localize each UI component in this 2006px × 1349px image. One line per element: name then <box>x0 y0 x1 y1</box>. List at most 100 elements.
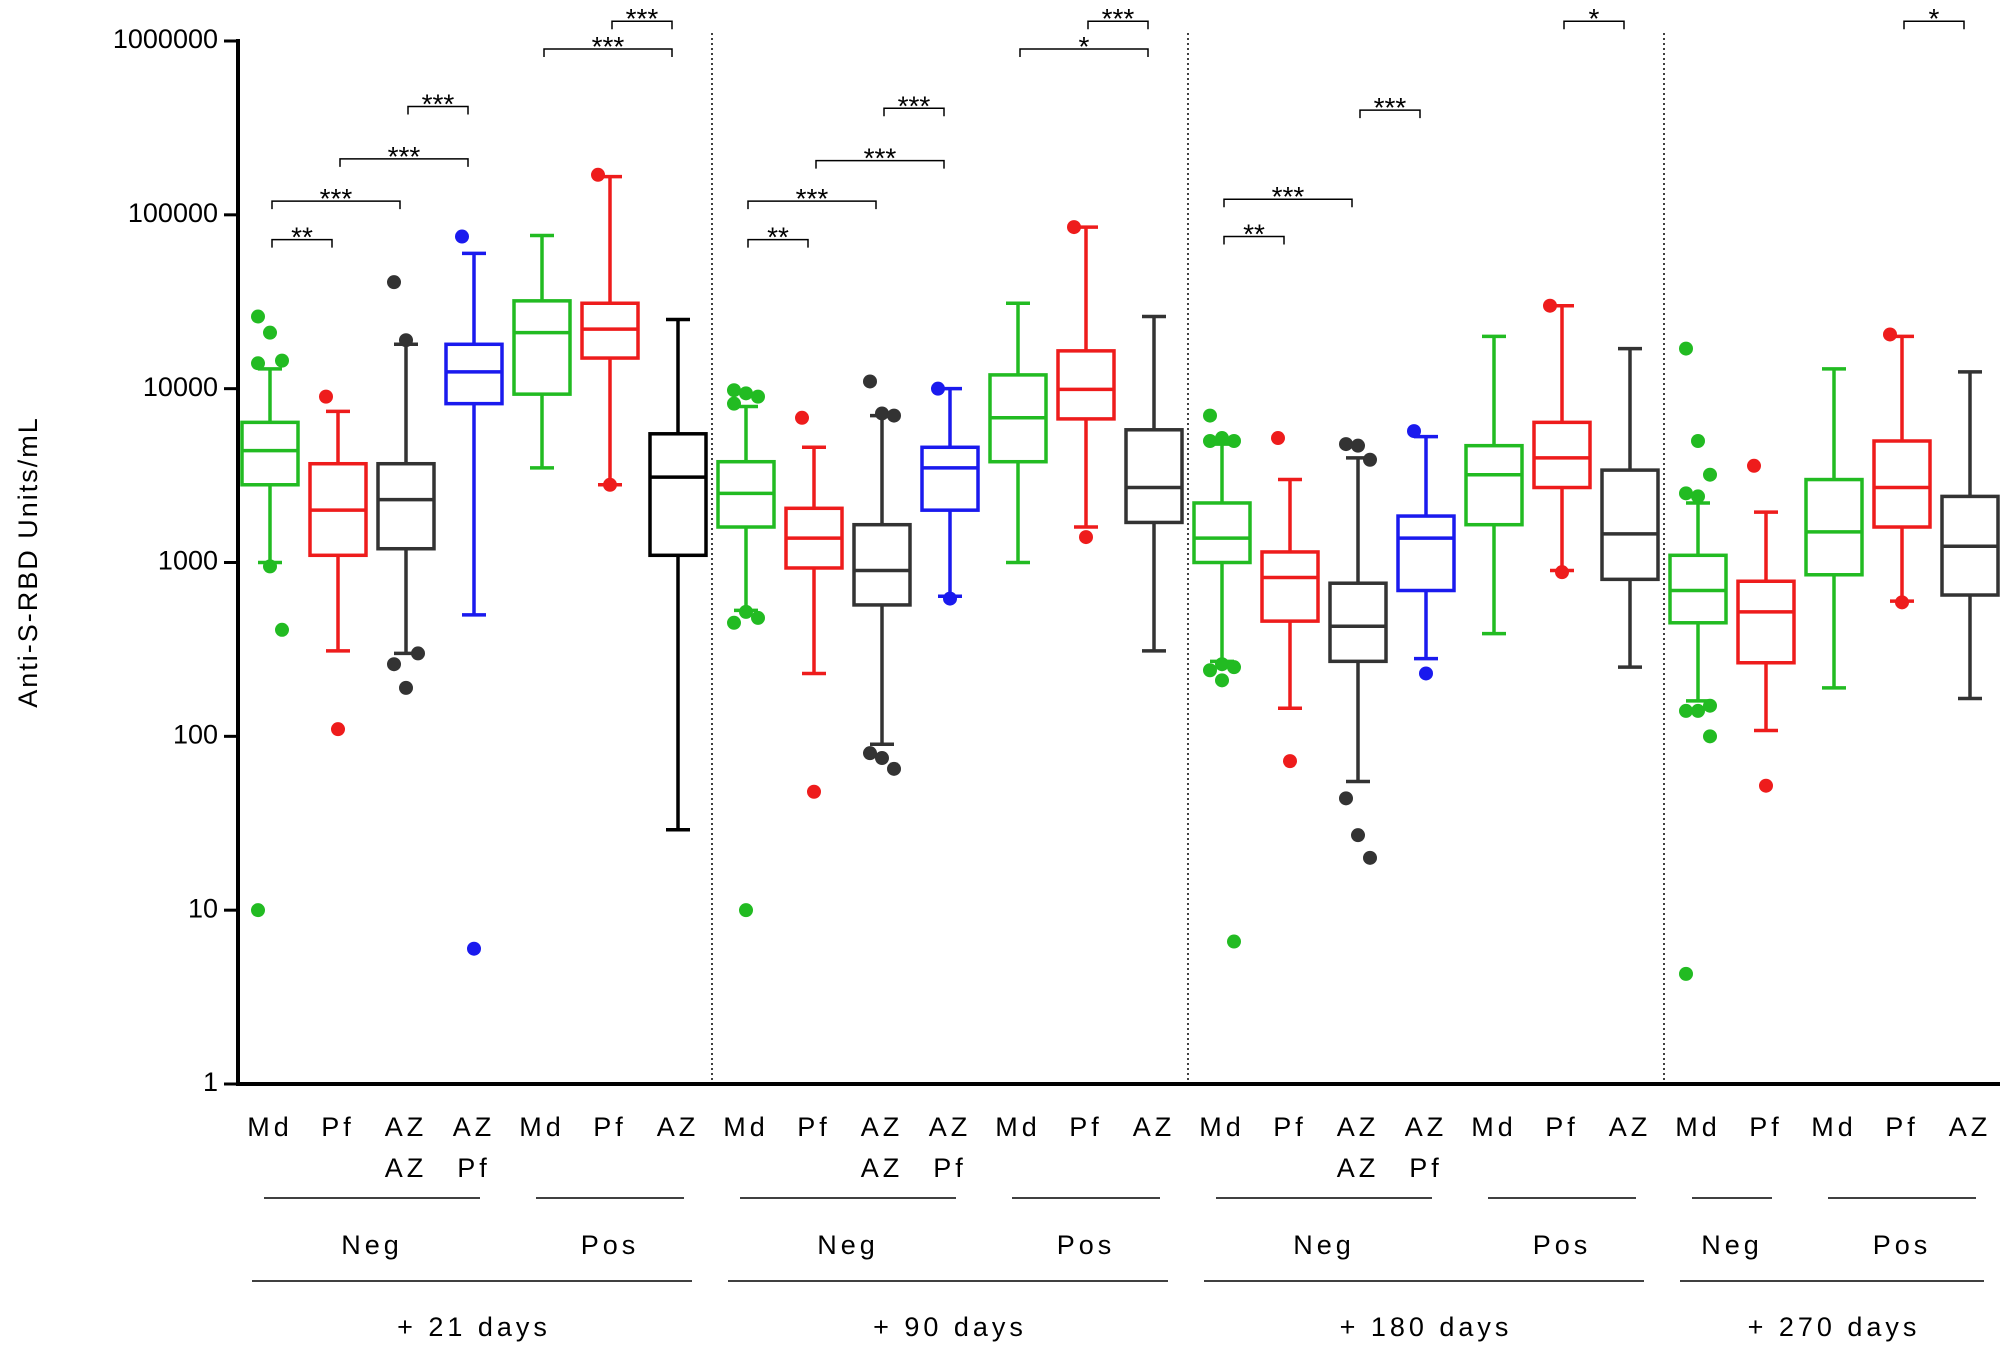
significance-label: *** <box>1272 181 1305 212</box>
x-tick-label: AZ <box>1133 1112 1176 1142</box>
significance-bracket <box>1087 20 1149 30</box>
y-tick-label: 100 <box>173 719 218 749</box>
outlier <box>887 761 901 776</box>
outlier <box>1419 666 1433 681</box>
period-label: + 180 days <box>1340 1312 1513 1342</box>
outlier <box>1883 327 1897 342</box>
x-tick-label: Pf <box>321 1112 355 1142</box>
period-label: + 21 days <box>397 1312 551 1342</box>
outlier <box>1555 565 1569 580</box>
x-tick-label: AZ <box>385 1153 428 1183</box>
outlier <box>727 615 741 630</box>
outlier <box>1703 698 1717 713</box>
x-tick-label: AZ <box>861 1153 904 1183</box>
significance-bracket <box>1359 109 1421 119</box>
outlier <box>1363 850 1377 865</box>
outlier <box>467 941 481 956</box>
x-tick-label: AZ <box>453 1112 496 1142</box>
outlier <box>1679 341 1693 356</box>
x-tick-label: Pf <box>1885 1112 1919 1142</box>
outlier <box>1363 452 1377 467</box>
outlier <box>251 903 265 918</box>
y-axis-title: Anti-S-RBD Units/mL <box>13 416 43 708</box>
outlier <box>1679 486 1693 501</box>
outlier <box>1079 530 1093 545</box>
outlier <box>411 646 425 661</box>
x-tick-label: AZ <box>1405 1112 1448 1142</box>
significance-label: ** <box>291 222 313 253</box>
outlier <box>1067 220 1081 235</box>
x-tick-label: Pf <box>1069 1112 1103 1142</box>
outlier <box>1227 660 1241 675</box>
outlier <box>863 746 877 761</box>
outlier <box>1351 438 1365 453</box>
outlier <box>727 396 741 411</box>
significance-label: * <box>1079 31 1090 62</box>
x-tick-label: Md <box>995 1112 1041 1142</box>
group-label: Neg <box>1701 1230 1763 1260</box>
outlier <box>387 657 401 672</box>
significance-bracket <box>747 200 877 210</box>
outlier <box>1203 408 1217 423</box>
outlier <box>1339 791 1353 806</box>
significance-bracket <box>815 159 945 169</box>
outlier <box>319 389 333 404</box>
significance-bracket <box>271 238 333 248</box>
significance-label: *** <box>1102 3 1135 34</box>
group-label: Pos <box>581 1230 640 1260</box>
outlier <box>603 477 617 492</box>
significance-bracket <box>407 105 469 115</box>
outlier <box>887 408 901 423</box>
box <box>1600 468 1660 582</box>
outlier <box>1271 431 1285 446</box>
y-tick-label: 1000 <box>158 546 218 576</box>
box <box>376 461 436 551</box>
significance-label: *** <box>864 143 897 174</box>
outlier <box>807 784 821 799</box>
significance-label: *** <box>626 3 659 34</box>
significance-label: * <box>1929 3 1940 34</box>
outlier <box>275 353 289 368</box>
x-tick-label: AZ <box>657 1112 700 1142</box>
significance-bracket <box>747 238 809 248</box>
outlier <box>1283 754 1297 769</box>
x-tick-label: Pf <box>797 1112 831 1142</box>
y-tick-label: 1 <box>203 1067 218 1097</box>
outlier <box>399 333 413 348</box>
box <box>1056 349 1116 421</box>
significance-label: *** <box>422 88 455 119</box>
outlier <box>1679 966 1693 981</box>
outlier <box>1703 467 1717 482</box>
outlier <box>1215 673 1229 688</box>
group-label: Pos <box>1533 1230 1592 1260</box>
x-tick-label: Pf <box>457 1153 491 1183</box>
outlier <box>863 374 877 389</box>
outlier <box>1215 657 1229 672</box>
x-tick-label: AZ <box>861 1112 904 1142</box>
significance-bracket <box>1563 20 1625 30</box>
outlier <box>251 309 265 324</box>
x-tick-label: Pf <box>1273 1112 1307 1142</box>
outlier <box>751 610 765 625</box>
outlier <box>1691 489 1705 504</box>
box <box>648 432 708 558</box>
box <box>444 342 504 406</box>
x-tick-label: AZ <box>1337 1153 1380 1183</box>
outlier <box>1703 729 1717 744</box>
box <box>1736 579 1796 665</box>
box <box>1260 550 1320 623</box>
x-tick-label: Pf <box>1749 1112 1783 1142</box>
y-tick-label: 10 <box>188 893 218 923</box>
outlier <box>1227 934 1241 949</box>
box <box>1464 443 1524 527</box>
x-tick-label: Md <box>1199 1112 1245 1142</box>
box <box>920 445 980 512</box>
outlier <box>1227 433 1241 448</box>
outlier <box>331 722 345 737</box>
outlier <box>931 381 945 396</box>
x-tick-label: Md <box>1675 1112 1721 1142</box>
significance-bracket <box>611 20 673 30</box>
outlier <box>1203 433 1217 448</box>
group-label: Pos <box>1873 1230 1932 1260</box>
